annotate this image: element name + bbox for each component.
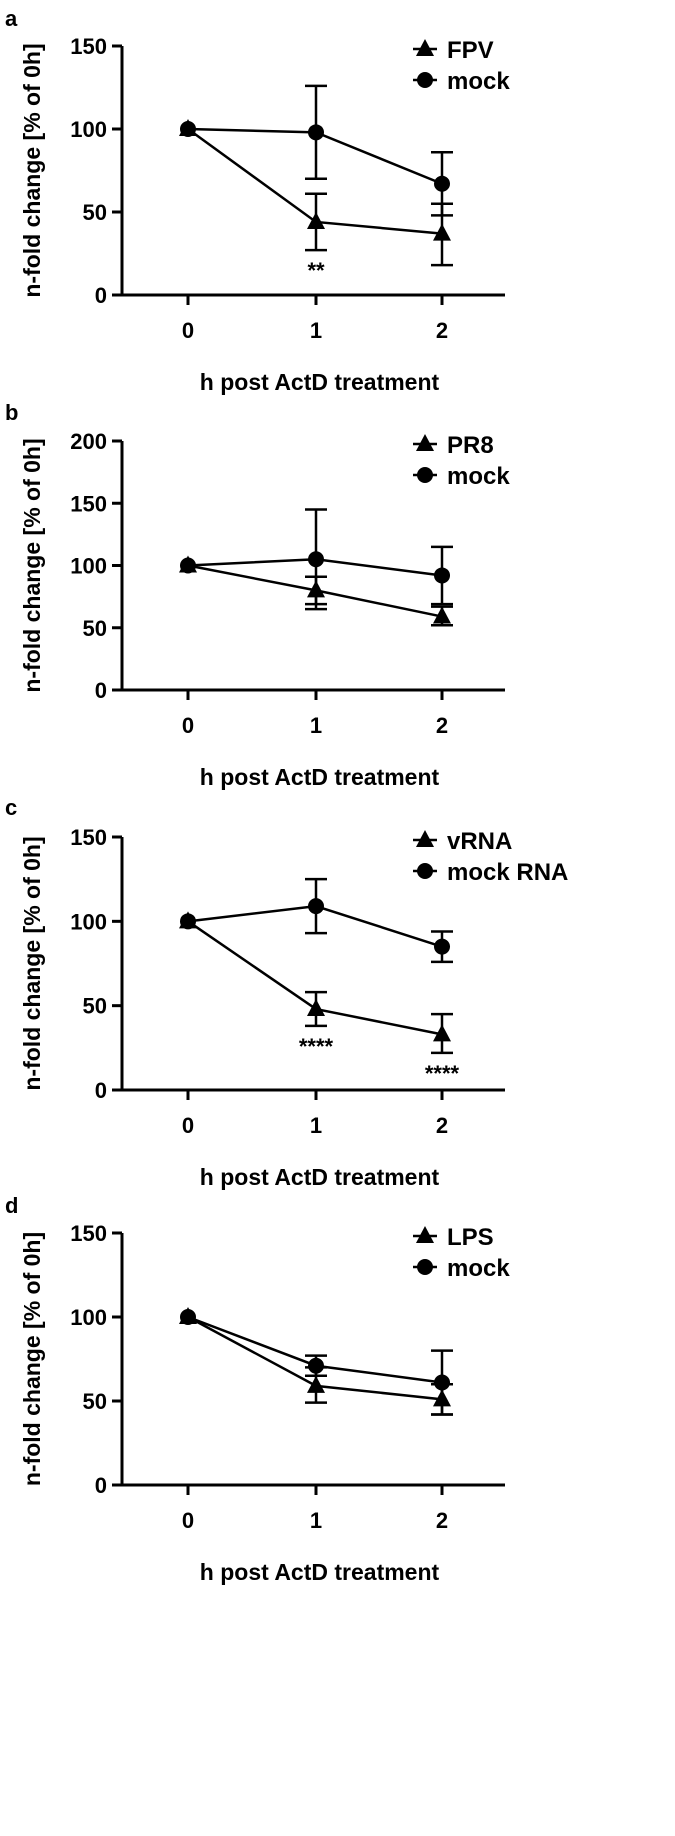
y-tick-label: 200 — [70, 429, 107, 454]
significance-annotation: ** — [307, 258, 325, 283]
legend-marker-circle — [417, 72, 433, 88]
y-tick-label: 100 — [70, 1305, 107, 1330]
legend-label: vRNA — [447, 828, 512, 855]
x-tick-label: 0 — [182, 1508, 194, 1533]
data-point-triangle — [307, 211, 325, 229]
data-point-triangle — [433, 606, 451, 624]
legend-marker-circle — [417, 467, 433, 483]
y-tick-label: 150 — [70, 1221, 107, 1246]
legend-label: mock RNA — [447, 859, 568, 886]
significance-annotation: **** — [299, 1034, 334, 1059]
legend-marker-triangle — [416, 39, 434, 56]
panel-label: b — [5, 400, 18, 425]
data-point-circle — [180, 121, 196, 137]
panel-label: a — [5, 6, 18, 31]
y-tick-label: 100 — [70, 117, 107, 142]
legend-marker-triangle — [416, 830, 434, 847]
data-point-circle — [180, 913, 196, 930]
y-tick-label: 50 — [83, 1389, 107, 1414]
data-point-circle — [308, 898, 324, 915]
x-axis-title: h post ActD treatment — [200, 1164, 440, 1190]
data-point-triangle — [433, 1024, 451, 1042]
y-axis-title: n-fold change [% of 0h] — [19, 43, 45, 297]
x-axis-title: h post ActD treatment — [200, 1559, 440, 1585]
chart-panel-c: c 0 50 100 150 0 1 2 h post ActD treatment n-fold… — [5, 795, 568, 1190]
data-point-triangle — [307, 999, 325, 1017]
x-axis-title: h post ActD treatment — [200, 369, 440, 395]
legend-marker-triangle — [416, 1226, 434, 1243]
significance-annotation: **** — [425, 1061, 460, 1086]
legend-marker-circle — [417, 863, 433, 879]
chart-panel-d: d 0 50 100 150 0 1 2 h post ActD treatment n-fold… — [5, 1193, 510, 1585]
legend-label: mock — [447, 68, 510, 95]
data-point-circle — [180, 557, 196, 574]
x-axis-title: h post ActD treatment — [200, 764, 440, 790]
data-point-circle — [434, 938, 450, 955]
data-point-circle — [434, 1374, 450, 1391]
legend-label: FPV — [447, 37, 494, 64]
x-tick-label: 0 — [182, 713, 194, 738]
data-point-circle — [308, 1357, 324, 1374]
x-tick-label: 1 — [310, 713, 322, 738]
y-tick-label: 150 — [70, 34, 107, 59]
x-tick-label: 2 — [436, 713, 448, 738]
panel-label: d — [5, 1193, 18, 1218]
x-tick-label: 0 — [182, 318, 194, 343]
y-tick-label: 0 — [95, 1078, 107, 1103]
data-point-circle — [180, 1309, 196, 1325]
data-point-circle — [434, 567, 450, 584]
legend-label: LPS — [447, 1224, 494, 1251]
y-axis-title: n-fold change [% of 0h] — [19, 438, 45, 692]
y-axis-title: n-fold change [% of 0h] — [19, 1232, 45, 1486]
y-tick-label: 150 — [70, 825, 107, 850]
panel-label: c — [5, 795, 17, 820]
y-tick-label: 100 — [70, 909, 107, 934]
y-tick-label: 50 — [83, 200, 107, 225]
x-tick-label: 1 — [310, 318, 322, 343]
chart-panel-a: a 0 50 100 150 0 1 2 h post ActD treatment n-fold… — [5, 6, 510, 395]
y-tick-label: 150 — [70, 491, 107, 516]
legend-label: mock — [447, 463, 510, 490]
legend-marker-circle — [417, 1259, 433, 1275]
x-tick-label: 1 — [310, 1113, 322, 1138]
y-tick-label: 0 — [95, 678, 107, 703]
x-tick-label: 2 — [436, 1113, 448, 1138]
x-tick-label: 2 — [436, 318, 448, 343]
y-tick-label: 0 — [95, 283, 107, 308]
data-point-circle — [308, 551, 324, 568]
x-tick-label: 2 — [436, 1508, 448, 1533]
legend-marker-triangle — [416, 434, 434, 451]
x-tick-label: 0 — [182, 1113, 194, 1138]
data-point-circle — [434, 175, 450, 192]
chart-panel-b: b 0 50 100 150 200 0 1 2 h post ActD treatment n-f… — [5, 400, 510, 790]
y-tick-label: 100 — [70, 554, 107, 579]
data-point-triangle — [433, 223, 451, 241]
y-tick-label: 50 — [83, 616, 107, 641]
data-point-circle — [308, 124, 324, 141]
legend-label: PR8 — [447, 432, 494, 459]
y-tick-label: 0 — [95, 1473, 107, 1498]
legend-label: mock — [447, 1255, 510, 1282]
data-point-triangle — [307, 1375, 325, 1393]
x-tick-label: 1 — [310, 1508, 322, 1533]
y-axis-title: n-fold change [% of 0h] — [19, 836, 45, 1090]
y-tick-label: 50 — [83, 994, 107, 1019]
